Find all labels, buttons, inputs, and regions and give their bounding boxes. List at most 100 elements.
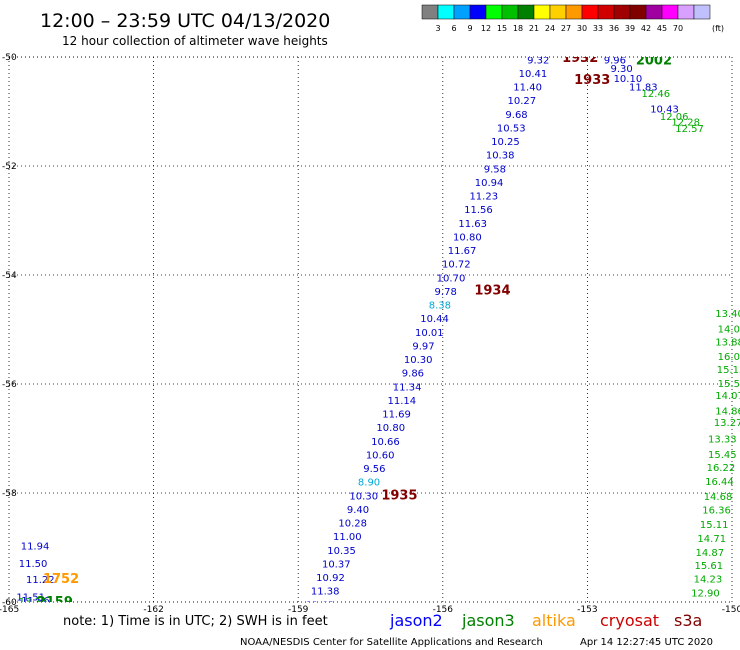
wave-height-point: 14.07	[715, 391, 740, 402]
satellite-legend-jason2: jason2	[389, 611, 443, 630]
x-tick-label: -162	[143, 605, 163, 615]
wave-height-point: 10.35	[327, 546, 356, 557]
colorbar-swatch	[485, 4, 503, 20]
colorbar-legend: 3 6 9 12 15 18 21 24 27 30 33 36 39 42 45 70 (ft)	[421, 4, 724, 33]
colorbar-label: 9	[467, 24, 472, 33]
wave-height-point: 11.69	[382, 410, 411, 421]
wave-height-point: 10.68	[306, 600, 335, 611]
y-tick-label: -56	[2, 380, 17, 390]
wave-height-point: 11.51	[16, 593, 45, 604]
wave-height-point: 10.70	[437, 273, 466, 284]
x-tick-label: -150	[722, 605, 740, 615]
wave-height-point: 10.25	[491, 137, 520, 148]
wave-height-point: 10.30	[404, 355, 433, 366]
wave-height-point: 10.72	[442, 260, 471, 271]
footer-credit: NOAA/NESDIS Center for Satellite Applica…	[240, 637, 543, 648]
colorbar-label: 3	[435, 24, 440, 33]
wave-height-point: 9.30	[610, 64, 632, 75]
satellite-legend-s3a: s3a	[674, 611, 702, 630]
wave-height-point: 10.38	[486, 151, 515, 162]
wave-height-point: 11.96	[21, 596, 50, 607]
wave-height-point: 12.06	[660, 112, 689, 123]
wave-height-point: 15.53	[718, 379, 740, 390]
x-tick-label: -153	[577, 605, 597, 615]
wave-height-point: 10.30	[349, 491, 378, 502]
pass-time-label: 1752	[43, 572, 79, 587]
colorbar-swatch	[421, 4, 439, 20]
wave-height-point: 8.38	[429, 301, 451, 312]
wave-height-point: 10.94	[475, 178, 504, 189]
pass-time-label: 2002	[636, 53, 672, 68]
wave-height-point: 13.36	[19, 597, 48, 608]
colorbar-label: 24	[545, 24, 555, 33]
colorbar-swatch	[581, 4, 599, 20]
wave-height-point: 9.78	[435, 287, 457, 298]
wave-height-point: 10.27	[508, 96, 537, 107]
wave-height-point: 11.38	[311, 587, 340, 598]
colorbar-label: 15	[497, 24, 507, 33]
wave-height-point: 9.40	[347, 505, 369, 516]
colorbar-swatch	[629, 4, 647, 20]
colorbar-label: 39	[625, 24, 635, 33]
wave-height-point: 11.63	[458, 219, 487, 230]
wave-height-point: 12.46	[642, 89, 671, 100]
y-tick-label: -60	[2, 598, 17, 608]
x-tick-label: -159	[288, 605, 309, 615]
wave-height-point: 10.80	[453, 232, 482, 243]
colorbar-swatch	[469, 4, 487, 20]
colorbar-swatch	[613, 4, 631, 20]
wave-height-point: 12.28	[671, 117, 700, 128]
wave-height-point: 14.71	[697, 534, 726, 545]
wave-height-point: 15.45	[708, 450, 737, 461]
x-tick-label: -156	[433, 605, 454, 615]
wave-height-point: 11.50	[19, 559, 48, 570]
wave-height-point: 14.23	[694, 575, 723, 586]
colorbar-swatch	[645, 4, 663, 20]
colorbar-swatch	[533, 4, 551, 20]
wave-height-point: 11.34	[393, 382, 422, 393]
wave-height-point: 9.58	[484, 164, 506, 175]
wave-height-point: 12.57	[675, 124, 704, 135]
wave-height-point: 10.53	[497, 123, 526, 134]
wave-height-point: 10.43	[650, 104, 679, 115]
wave-height-point: 10.10	[614, 74, 643, 85]
wave-height-point: 13.41	[27, 617, 56, 628]
wave-height-point: 13.40	[715, 309, 740, 320]
lat-lon-grid	[8, 56, 733, 603]
y-tick-label: -52	[2, 162, 17, 172]
colorbar-label: 45	[657, 24, 667, 33]
wave-height-point: 13.27	[714, 418, 740, 429]
wave-height-point: 11.40	[513, 83, 542, 94]
colorbar-label: 12	[481, 24, 491, 33]
colorbar-label: 42	[641, 24, 651, 33]
wave-height-point: 16.22	[707, 463, 736, 474]
colorbar-label: 21	[529, 24, 539, 33]
chart-subtitle: 12 hour collection of altimeter wave hei…	[62, 34, 328, 48]
wave-height-point: 10.66	[371, 437, 400, 448]
wave-height-point: 11.94	[21, 541, 50, 552]
colorbar-swatch	[517, 4, 535, 20]
satellite-legend-altika: altika	[532, 611, 576, 630]
colorbar-label: 6	[451, 24, 456, 33]
axis-tick-labels: -165 -162 -159 -156 -153 -150 -50 -52 -54 -56 -58 -…	[0, 53, 740, 615]
wave-height-point: 11.14	[388, 396, 417, 407]
wave-height-point: 9.32	[527, 55, 549, 66]
colorbar-swatch	[549, 4, 567, 20]
colorbar-swatch	[597, 4, 615, 20]
colorbar-unit: (ft)	[712, 24, 724, 33]
wave-height-point: 13.88	[715, 338, 740, 349]
y-tick-label: -50	[2, 53, 17, 63]
wave-height-point: 11.22	[26, 575, 55, 586]
wave-height-point: 10.37	[322, 559, 351, 570]
wave-height-point: 14.05	[718, 325, 740, 336]
wave-height-point: 14.87	[696, 548, 725, 559]
wave-height-point: 15.61	[695, 561, 724, 572]
y-tick-label: -54	[2, 271, 17, 281]
wave-height-point: 14.68	[704, 492, 733, 503]
x-tick-label: -165	[0, 605, 19, 615]
colorbar-label: 70	[673, 24, 683, 33]
pass-time-label: 2159	[37, 595, 73, 610]
wave-height-point: 11.67	[448, 246, 477, 257]
wave-height-point: 16.44	[705, 477, 734, 488]
